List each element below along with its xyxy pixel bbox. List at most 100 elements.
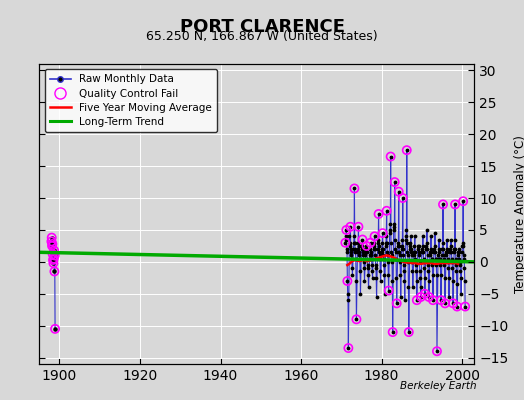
- Point: [350, 240, 358, 246]
- Point: [450, 249, 458, 256]
- Point: [50, 268, 59, 275]
- Point: [391, 246, 400, 252]
- Point: [379, 252, 387, 259]
- Point: [460, 265, 468, 272]
- Point: [425, 249, 434, 256]
- Point: [449, 300, 457, 306]
- Point: [344, 290, 352, 297]
- Point: [391, 236, 399, 243]
- Point: [375, 252, 384, 259]
- Point: [48, 234, 56, 241]
- Point: [440, 252, 448, 259]
- Point: [448, 265, 456, 272]
- Point: [461, 303, 470, 310]
- Point: [370, 246, 378, 252]
- Point: [407, 246, 416, 252]
- Point: [378, 230, 387, 236]
- Point: [416, 259, 424, 265]
- Point: [354, 246, 362, 252]
- Point: [352, 256, 360, 262]
- Point: [401, 236, 410, 243]
- Point: [435, 249, 443, 256]
- Point: [388, 278, 397, 284]
- Point: [431, 230, 439, 236]
- Point: [439, 240, 447, 246]
- Point: [431, 256, 440, 262]
- Point: [398, 246, 406, 252]
- Point: [369, 240, 378, 246]
- Point: [396, 259, 404, 265]
- Point: [460, 243, 468, 249]
- Point: [404, 259, 412, 265]
- Point: [449, 278, 457, 284]
- Point: [400, 297, 409, 303]
- Point: [366, 240, 375, 246]
- Point: [436, 256, 444, 262]
- Point: [370, 246, 379, 252]
- Point: [433, 348, 441, 354]
- Point: [438, 252, 446, 259]
- Point: [352, 278, 361, 284]
- Point: [400, 268, 408, 275]
- Point: [357, 243, 366, 249]
- Point: [439, 201, 447, 208]
- Point: [395, 243, 403, 249]
- Point: [354, 240, 362, 246]
- Point: [408, 268, 417, 275]
- Point: [435, 256, 444, 262]
- Point: [366, 246, 374, 252]
- Text: Berkeley Earth: Berkeley Earth: [400, 381, 477, 391]
- Point: [388, 329, 397, 335]
- Point: [456, 275, 465, 281]
- Point: [387, 153, 395, 160]
- Point: [350, 185, 358, 192]
- Point: [445, 294, 453, 300]
- Point: [395, 249, 403, 256]
- Point: [422, 243, 430, 249]
- Point: [361, 278, 369, 284]
- Point: [373, 294, 381, 300]
- Point: [353, 249, 362, 256]
- Point: [388, 329, 397, 335]
- Point: [397, 294, 405, 300]
- Point: [367, 256, 376, 262]
- Point: [422, 240, 431, 246]
- Point: [454, 252, 462, 259]
- Point: [357, 246, 366, 252]
- Point: [416, 268, 424, 275]
- Point: [387, 252, 396, 259]
- Point: [375, 249, 384, 256]
- Point: [447, 236, 455, 243]
- Point: [362, 249, 370, 256]
- Point: [398, 236, 407, 243]
- Point: [51, 326, 59, 332]
- Point: [49, 260, 58, 266]
- Point: [382, 240, 390, 246]
- Point: [418, 246, 426, 252]
- Point: [51, 326, 59, 332]
- Point: [432, 262, 441, 268]
- Point: [50, 256, 58, 262]
- Point: [345, 233, 354, 240]
- Point: [419, 249, 428, 256]
- Point: [358, 243, 366, 249]
- Point: [362, 246, 370, 252]
- Point: [410, 243, 419, 249]
- Point: [456, 262, 464, 268]
- Point: [431, 249, 440, 256]
- Point: [406, 243, 414, 249]
- Point: [407, 249, 416, 256]
- Point: [423, 227, 431, 233]
- Point: [399, 195, 407, 201]
- Point: [389, 224, 398, 230]
- Point: [452, 262, 460, 268]
- Point: [438, 246, 446, 252]
- Point: [378, 240, 387, 246]
- Point: [406, 240, 414, 246]
- Point: [379, 256, 388, 262]
- Point: [362, 243, 370, 249]
- Point: [50, 256, 58, 262]
- Point: [451, 236, 459, 243]
- Point: [455, 246, 463, 252]
- Point: [434, 246, 443, 252]
